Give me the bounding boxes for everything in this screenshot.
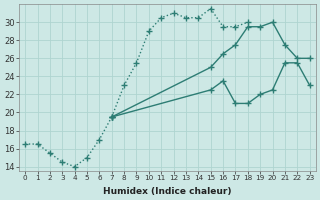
X-axis label: Humidex (Indice chaleur): Humidex (Indice chaleur) — [103, 187, 232, 196]
